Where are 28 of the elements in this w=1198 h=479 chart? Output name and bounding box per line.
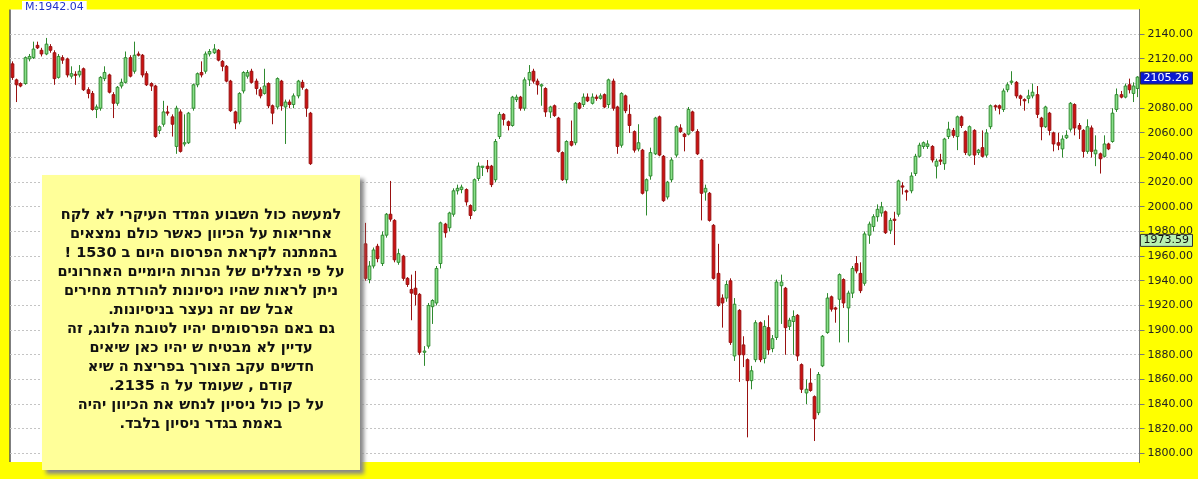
y-tick-label: 2040.00	[1147, 150, 1194, 164]
candlestick	[422, 345, 427, 367]
y-tick-label: 1940.00	[1147, 273, 1194, 287]
y-tick-label: 1880.00	[1147, 347, 1194, 361]
text: 2105.26	[1143, 70, 1190, 84]
candlestick	[569, 120, 574, 147]
y-tick-label: 1860.00	[1147, 372, 1194, 386]
candlestick	[170, 113, 175, 138]
y-tick-label: 1840.00	[1147, 396, 1194, 410]
text: 1973.59	[1143, 233, 1190, 247]
annotation: M:1942.04	[25, 0, 84, 14]
y-tick-label: 1820.00	[1147, 421, 1194, 435]
candlestick	[779, 274, 784, 325]
y-tick-label: 2000.00	[1147, 199, 1194, 213]
y-tick-label: 2140.00	[1147, 27, 1194, 41]
candlestick	[262, 68, 267, 96]
y-tick-label: 2060.00	[1147, 125, 1194, 139]
text: למעשה כול השבוע המדד העיקרי לא לקח אחריאות על הכיוון כאשר כולם נמצאים בהמתנה לקראת הפרסום היום ב 1530 ! על פי הצללים של הנרות היומיים האחרונים ניתן לראות שהיו ניסיונות להורדת מחירים אבל שם זה נעצר בניסיונות. גם באם הפרסומים יהיו לטובת הלונג, זה עדיין לא מבטיח ש יהיו כאן שיאים חדשים עקב הצורך בפריצת ה שיא קודם , שעומד על ה 2135. על כן כול ניסיון לנחש את הכיוון יהיה באמת בגדר ניסיון בלבד.	[57, 206, 345, 431]
y-tick-label: 1800.00	[1147, 446, 1194, 460]
candlestick	[1093, 134, 1098, 167]
y-tick-label: 2080.00	[1147, 101, 1194, 115]
candlestick	[808, 367, 813, 393]
y-tick-label: 1960.00	[1147, 249, 1194, 262]
y-tick-label: 2120.00	[1147, 51, 1194, 65]
y-tick-label: 1920.00	[1147, 298, 1194, 312]
candlestick	[804, 378, 809, 405]
y-tick-label: 1900.00	[1147, 322, 1194, 336]
y-tick-label: 2020.00	[1147, 175, 1194, 189]
